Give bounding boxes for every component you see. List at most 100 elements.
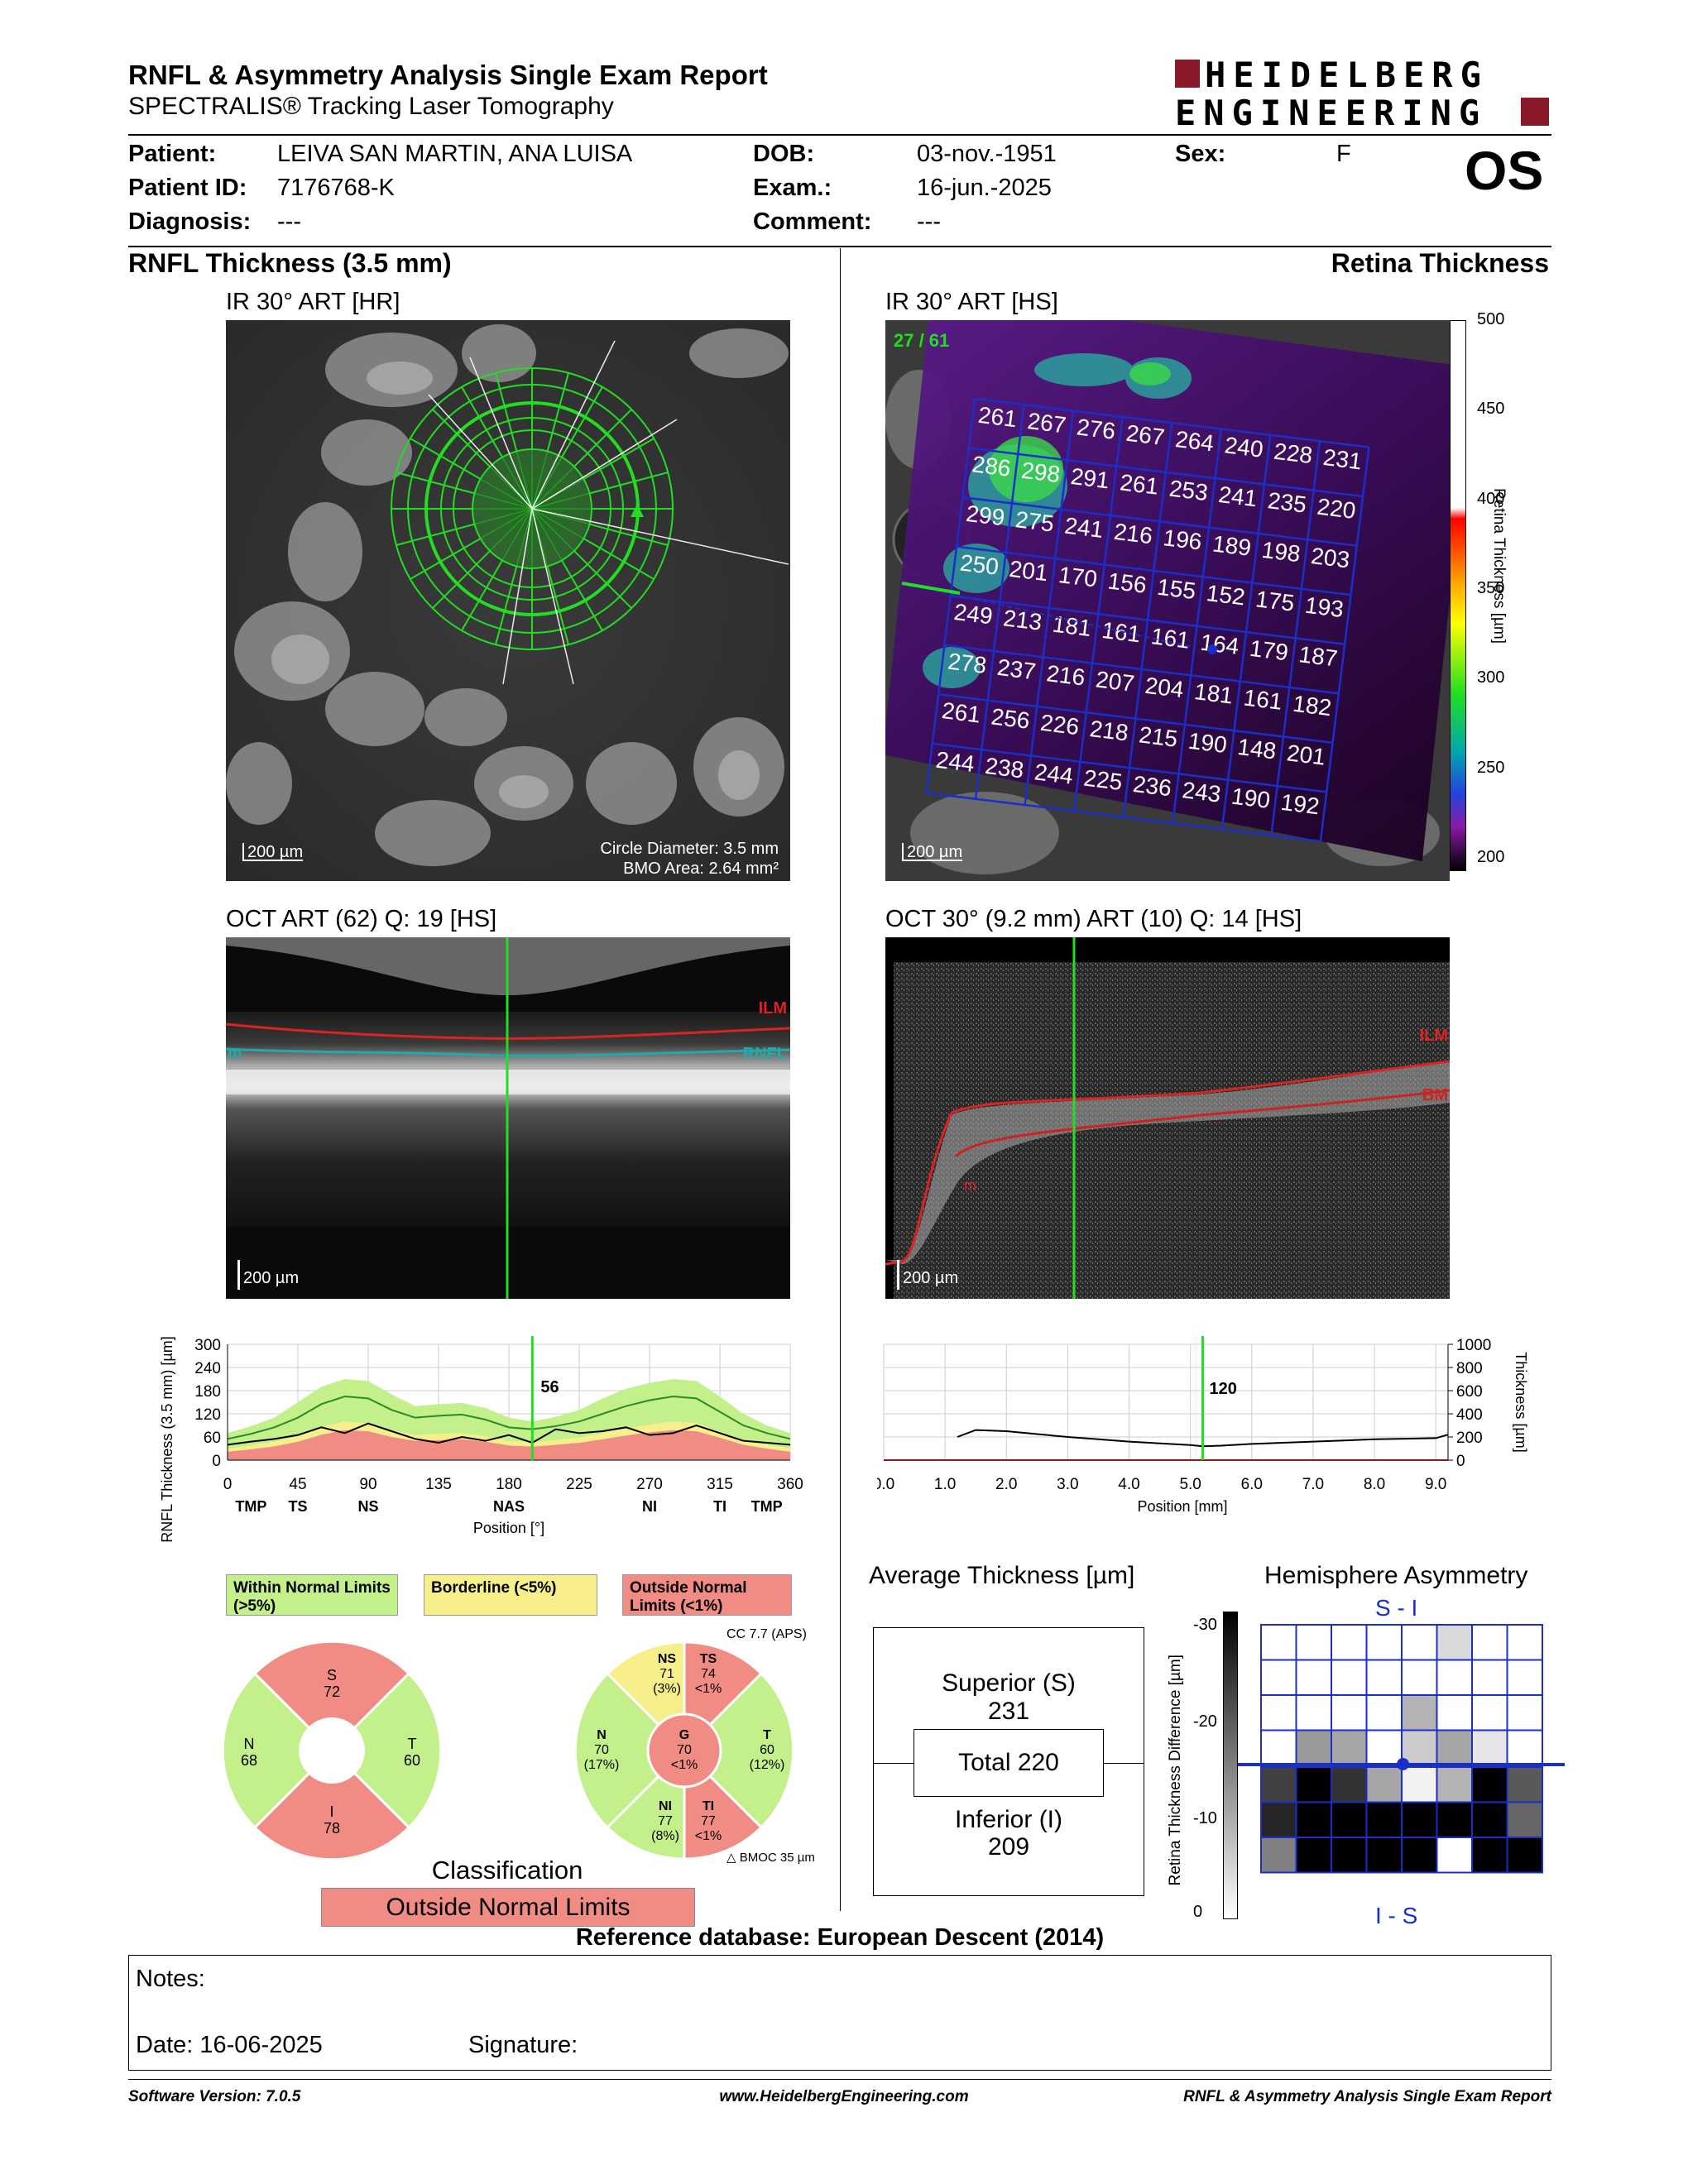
asym-cell bbox=[1331, 1729, 1368, 1766]
grid-cell-value: 249 bbox=[952, 599, 994, 629]
x-tick-label: 45 bbox=[289, 1476, 306, 1493]
inferior-label: Inferior (I) bbox=[954, 1806, 1063, 1833]
rnfl-profile-chart: 300 240 180 120 60 0 0 45 90 135 180 225 270 315 360 56… bbox=[124, 1324, 811, 1555]
grid-cell-value: 256 bbox=[990, 703, 1031, 733]
grid-cell-value: 267 bbox=[1026, 408, 1067, 438]
x-tick-label: 2.0 bbox=[995, 1476, 1017, 1493]
oct-left-drawing bbox=[226, 937, 790, 1299]
asym-cell bbox=[1260, 1694, 1297, 1731]
patient-id: 7176768-K bbox=[277, 175, 395, 201]
website-link[interactable]: www.HeidelbergEngineering.com bbox=[719, 2088, 969, 2105]
ir-hr-title: IR 30° ART [HR] bbox=[226, 289, 400, 315]
column-divider bbox=[840, 248, 841, 1911]
dob-label: DOB: bbox=[753, 141, 815, 167]
oct-right-scale: 200 µm bbox=[897, 1260, 958, 1290]
colorbar-tick: 300 bbox=[1477, 668, 1505, 687]
asym-cell bbox=[1436, 1766, 1473, 1803]
grid-cell-value: 226 bbox=[1039, 710, 1081, 740]
header-divider bbox=[128, 134, 1551, 136]
total-connector-right bbox=[1104, 1763, 1144, 1764]
asym-cell bbox=[1471, 1659, 1508, 1696]
sector-axis-label: TS bbox=[288, 1498, 307, 1515]
asym-center-dot bbox=[1397, 1758, 1409, 1770]
sector-ni-pct: (8%) bbox=[651, 1829, 679, 1843]
sector-ts: TS 74 <1% bbox=[692, 1652, 725, 1697]
asym-cell bbox=[1331, 1837, 1368, 1874]
asym-cell bbox=[1365, 1766, 1403, 1803]
asym-cell bbox=[1260, 1659, 1297, 1696]
patient-label: Patient: bbox=[128, 141, 217, 167]
bmoc-value: BMOC 35 µm bbox=[739, 1851, 815, 1865]
grid-cell-value: 155 bbox=[1156, 574, 1197, 604]
oct-right-title: OCT 30° (9.2 mm) ART (10) Q: 14 [HS] bbox=[885, 906, 1302, 932]
sector-s-value: 72 bbox=[323, 1684, 341, 1700]
asym-cell bbox=[1471, 1837, 1508, 1874]
x-tick-label: 360 bbox=[777, 1476, 803, 1493]
average-thickness-title: Average Thickness [µm] bbox=[869, 1562, 1135, 1589]
notes-box: Notes: Date: 16-06-2025 Signature: bbox=[128, 1955, 1551, 2071]
sector-chart-simple: S 72 N 68 T 60 I 78 bbox=[221, 1640, 443, 1861]
grid-cell-value: 228 bbox=[1273, 438, 1314, 468]
asym-cell bbox=[1260, 1801, 1297, 1838]
grid-cell-value: 267 bbox=[1125, 420, 1166, 450]
sector-axis-label: TMP bbox=[235, 1498, 266, 1515]
asym-cell bbox=[1471, 1624, 1508, 1661]
circle-diameter: Circle Diameter: 3.5 mm bbox=[600, 840, 779, 858]
legend-within-normal: Within Normal Limits (>5%) bbox=[226, 1574, 398, 1616]
notes-label: Notes: bbox=[136, 1966, 205, 1992]
diagnosis-label: Diagnosis: bbox=[128, 208, 252, 235]
asym-cell bbox=[1331, 1766, 1368, 1803]
sector-t-value: 60 bbox=[403, 1752, 421, 1769]
x-axis-title: Position [mm] bbox=[1137, 1498, 1227, 1515]
asym-cell bbox=[1401, 1694, 1438, 1731]
grid-cell-value: 175 bbox=[1254, 586, 1296, 615]
sector-t2-label: T bbox=[763, 1728, 771, 1742]
oct-right-bm: BM bbox=[1422, 1086, 1448, 1104]
grid-cell-value: 244 bbox=[1033, 759, 1074, 788]
asym-cell bbox=[1436, 1801, 1473, 1838]
signature-label: Signature: bbox=[468, 2032, 578, 2058]
sector-t2-pct: (12%) bbox=[749, 1758, 785, 1772]
grid-cell-value: 238 bbox=[984, 753, 1025, 783]
asym-cell bbox=[1295, 1659, 1332, 1696]
grid-cell-value: 237 bbox=[995, 654, 1037, 684]
x-tick-label: 0.0 bbox=[877, 1476, 894, 1493]
sector-ns: NS 71 (3%) bbox=[650, 1652, 683, 1697]
sector-ti-value: 77 bbox=[701, 1814, 716, 1828]
grid-cell-value: 215 bbox=[1138, 721, 1179, 751]
grid-cell-value: 207 bbox=[1095, 666, 1136, 696]
thickness-profile-chart: 1000 800 600 400 200 0 0.0 1.0 2.0 3.0 4.0 5.0 6.0 7.… bbox=[873, 1324, 1539, 1555]
x-tick-label: 4.0 bbox=[1118, 1476, 1139, 1493]
x-tick-label: 0 bbox=[223, 1476, 233, 1493]
exam-label: Exam.: bbox=[753, 175, 832, 201]
asym-cell bbox=[1331, 1624, 1368, 1661]
asym-cell bbox=[1471, 1766, 1508, 1803]
sector-n-value: 68 bbox=[240, 1752, 258, 1769]
sector-chart-detail: NS 71 (3%) TS 74 <1% N 70 (17%) G 70 <1%… bbox=[573, 1640, 795, 1861]
y-tick-label: 120 bbox=[194, 1406, 221, 1424]
grid-cell-value: 261 bbox=[1119, 469, 1160, 499]
eye-label: OS bbox=[1465, 140, 1544, 201]
measured-rnfl-line bbox=[227, 1422, 791, 1446]
asym-cell bbox=[1436, 1659, 1473, 1696]
comment-label: Comment: bbox=[753, 208, 872, 235]
asym-bottom-label: I - S bbox=[1375, 1903, 1418, 1928]
y-axis-title: RNFL Thickness (3.5 mm) [µm] bbox=[159, 1336, 175, 1542]
heidelberg-logo: HEIDELBERG ENGINEERING bbox=[1175, 55, 1551, 133]
total-connector-left bbox=[874, 1763, 914, 1764]
superior-value: 231 bbox=[987, 1698, 1030, 1725]
grid-cell-value: 182 bbox=[1292, 691, 1333, 721]
logo-line2: ENGINEERING bbox=[1175, 93, 1488, 133]
sector-g-value: 70 bbox=[677, 1743, 692, 1757]
colorbar-tick: 500 bbox=[1477, 310, 1505, 328]
grid-cell-value: 190 bbox=[1187, 728, 1228, 758]
grid-cell-value: 152 bbox=[1205, 580, 1246, 610]
x-tick-label: 90 bbox=[359, 1476, 376, 1493]
asym-cell bbox=[1295, 1801, 1332, 1838]
x-tick-label: 1.0 bbox=[934, 1476, 956, 1493]
sector-axis-label: NI bbox=[642, 1498, 657, 1515]
fundus-drawing bbox=[226, 320, 790, 881]
grid-cell-value: 218 bbox=[1088, 716, 1129, 745]
oct-left-rnfl: RNFL bbox=[742, 1045, 787, 1063]
oct-left-title: OCT ART (62) Q: 19 [HS] bbox=[226, 906, 497, 932]
